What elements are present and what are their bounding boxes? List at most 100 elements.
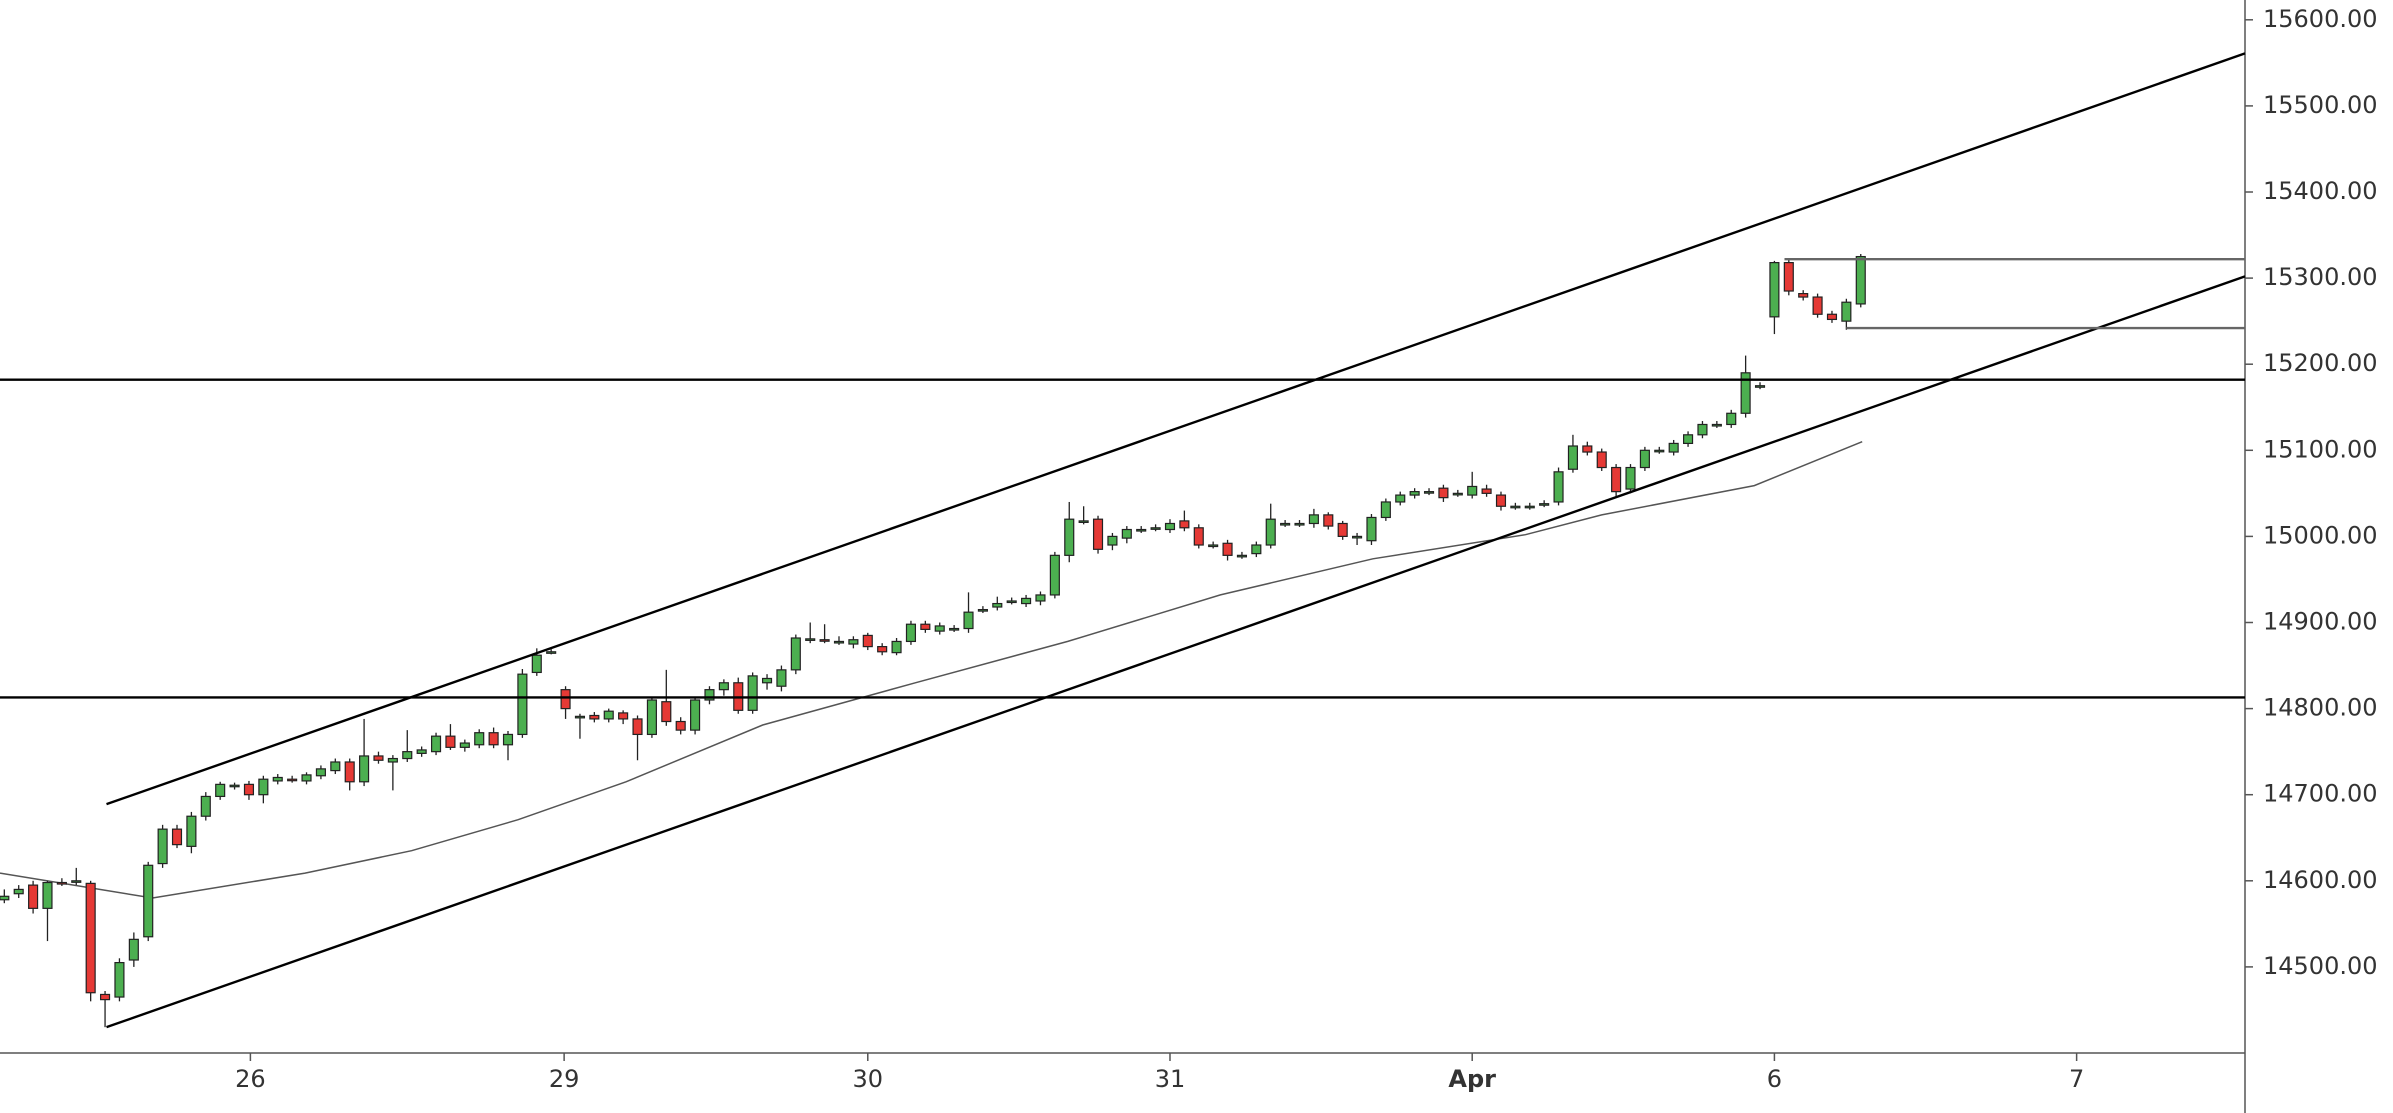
candle-body	[387, 757, 398, 763]
candle-body	[1021, 597, 1032, 605]
candle-body	[1006, 600, 1017, 604]
candle-body	[445, 735, 456, 748]
candle-body	[977, 608, 988, 612]
candle-body	[488, 732, 499, 746]
candle-body	[1783, 262, 1794, 292]
candle-body	[330, 761, 341, 772]
candle-body	[1654, 449, 1665, 453]
candle-body	[1826, 313, 1838, 321]
candle-body	[71, 880, 82, 883]
candle-body	[1524, 505, 1535, 509]
x-tick-label: 30	[853, 1065, 884, 1093]
candle-body	[229, 784, 240, 788]
candle-body	[848, 639, 859, 645]
candle-body	[1064, 518, 1075, 556]
y-tick-label: 14500.00	[2263, 952, 2378, 980]
candle-body	[99, 993, 111, 1001]
candle-body	[1481, 488, 1492, 494]
candle-body	[114, 961, 125, 998]
candle-body	[790, 637, 801, 671]
candle-body	[28, 884, 39, 909]
candle-body	[272, 776, 283, 782]
candle-body	[992, 602, 1003, 608]
candle-body	[1078, 520, 1089, 524]
candle-body	[949, 627, 960, 631]
candle-body	[1208, 544, 1219, 548]
candle-body	[862, 634, 873, 648]
candle-body	[215, 783, 226, 798]
candle-body	[1265, 518, 1276, 546]
y-tick-label: 15300.00	[2263, 263, 2378, 291]
x-tick-label: Apr	[1448, 1065, 1496, 1093]
candle-body	[502, 733, 514, 746]
candle-body	[1726, 412, 1737, 426]
candle-body	[1236, 554, 1248, 558]
y-tick-label: 14900.00	[2263, 608, 2378, 636]
y-tick-label: 14800.00	[2263, 694, 2378, 722]
candle-body	[1193, 527, 1204, 546]
candle-body	[1366, 516, 1377, 542]
candle-body	[1711, 423, 1722, 427]
candle-body	[618, 712, 629, 720]
candle-body	[546, 651, 557, 654]
candle-body	[747, 675, 758, 711]
candle-body	[1294, 522, 1305, 526]
candle-body	[1352, 535, 1363, 539]
candle-body	[819, 639, 830, 642]
candle-body	[373, 755, 384, 761]
candle-body	[301, 774, 312, 782]
candle-body	[243, 783, 255, 796]
candle-body	[690, 699, 701, 731]
candle-body	[1092, 518, 1104, 550]
candle-body	[718, 682, 729, 691]
candle-body	[474, 732, 485, 746]
candle-body	[1438, 487, 1449, 499]
candle-body	[430, 735, 442, 753]
x-tick-label: 31	[1155, 1065, 1186, 1093]
candle-body	[1452, 492, 1463, 496]
candle-body	[1611, 466, 1622, 493]
candle-body	[1798, 293, 1809, 298]
candle-body	[589, 714, 600, 720]
candle-body	[0, 895, 10, 901]
candle-body	[877, 646, 888, 653]
x-tick-label: 6	[1767, 1065, 1782, 1093]
candle-body	[1409, 491, 1420, 496]
candle-body	[1812, 296, 1823, 315]
candle-body	[186, 815, 197, 847]
candle-body	[1035, 594, 1046, 602]
candle-body	[1740, 372, 1751, 414]
candle-body	[85, 882, 96, 994]
candle-body	[143, 864, 154, 938]
candle-body	[1539, 503, 1550, 506]
candle-body	[171, 828, 183, 846]
y-tick-label: 15100.00	[2263, 435, 2378, 463]
candle-body	[1668, 442, 1679, 453]
candle-body	[1697, 423, 1708, 436]
candle-body	[1754, 385, 1766, 388]
candle-body	[531, 654, 542, 674]
candle-body	[459, 742, 470, 748]
candle-body	[704, 689, 715, 701]
y-tick-label: 15200.00	[2263, 349, 2378, 377]
candle-body	[1380, 501, 1391, 519]
x-tick-label: 29	[549, 1065, 580, 1093]
candle-body	[920, 623, 931, 630]
candle-body	[1107, 535, 1118, 546]
candle-body	[1308, 514, 1319, 525]
candle-body	[1280, 522, 1291, 526]
y-tick-label: 15600.00	[2263, 5, 2378, 33]
candle-body	[891, 640, 902, 654]
candle-body	[1164, 522, 1176, 531]
drawn-line	[106, 52, 2246, 806]
candle-body	[560, 689, 571, 710]
candle-body	[661, 701, 672, 723]
candle-body	[1150, 527, 1161, 530]
y-tick-label: 15000.00	[2263, 521, 2378, 549]
candle-body	[1510, 505, 1521, 509]
candle-body	[1567, 445, 1579, 470]
candle-body	[1222, 542, 1233, 556]
candle-body	[905, 623, 917, 643]
